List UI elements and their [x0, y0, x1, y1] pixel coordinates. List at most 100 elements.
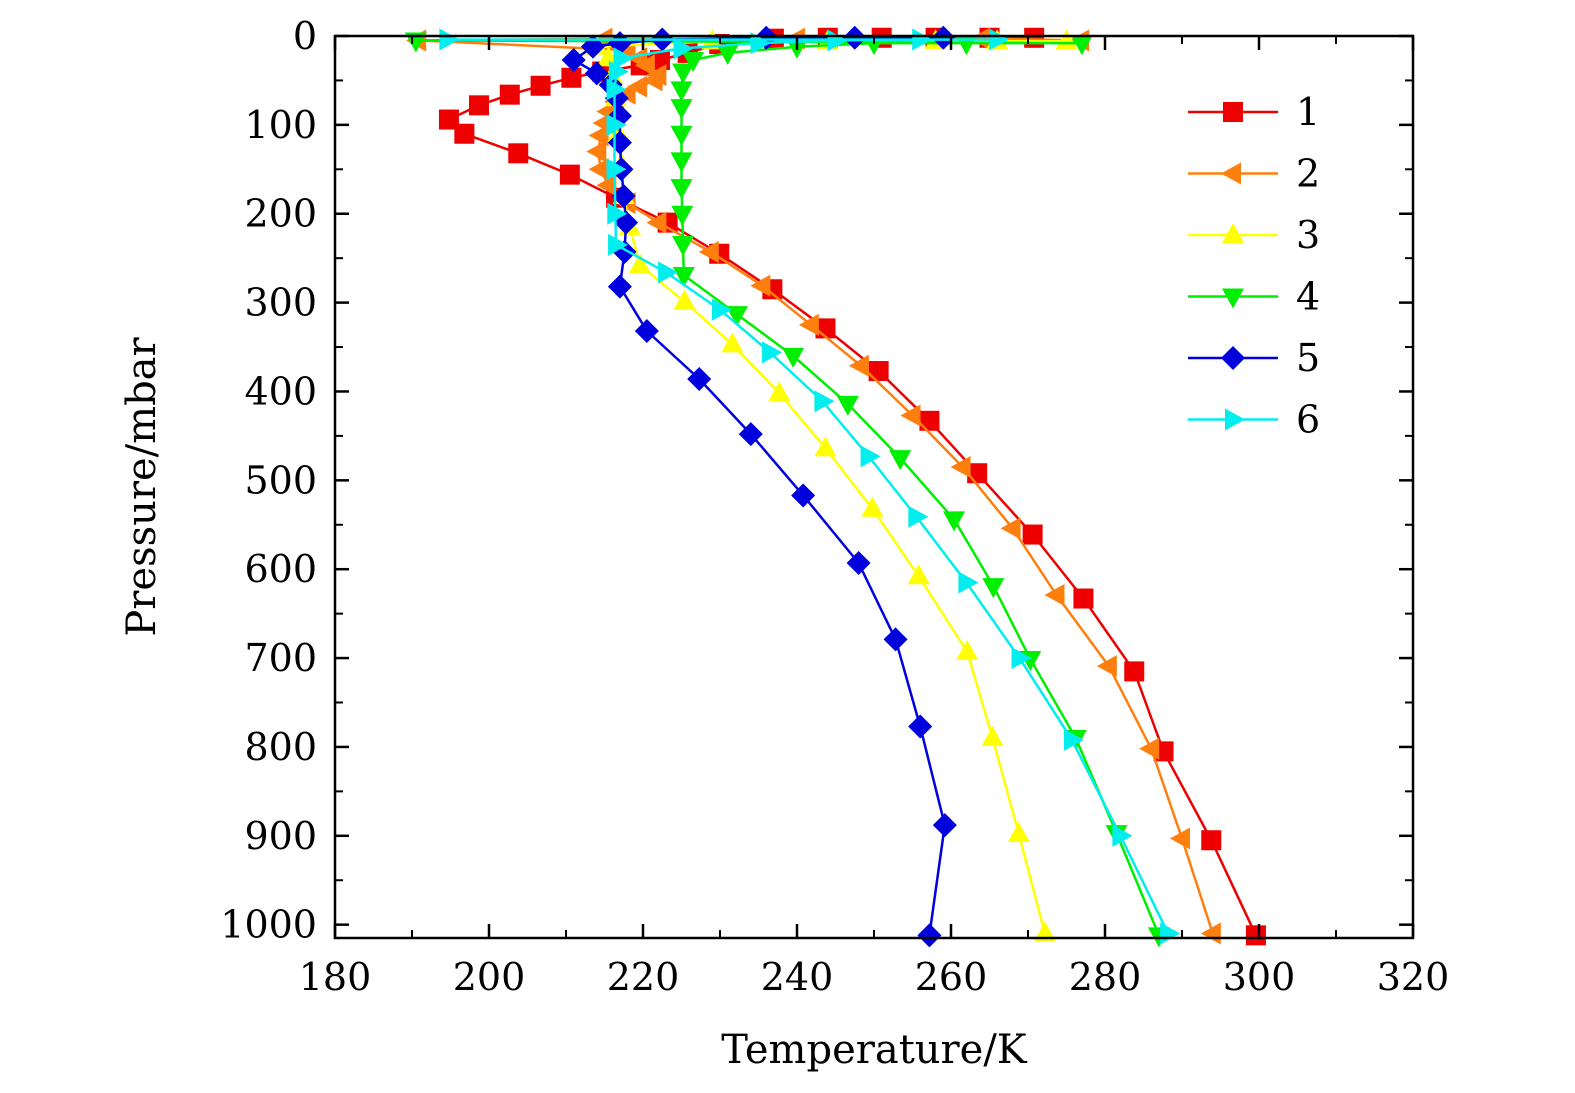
series-4-point	[725, 306, 748, 327]
legend-marker-3	[1222, 223, 1244, 243]
x-tick-label: 220	[607, 955, 680, 999]
series-6-point	[750, 32, 771, 55]
series-6-point	[658, 261, 679, 284]
series-4-point	[1070, 35, 1093, 56]
series-6-point	[608, 233, 629, 256]
series-6-point	[958, 571, 979, 594]
series-4-point	[404, 32, 427, 53]
legend-marker-6	[1225, 408, 1245, 431]
series-4-point	[672, 267, 695, 288]
series-4-point	[889, 450, 912, 471]
legend-marker-1	[1223, 102, 1243, 122]
series-4-point	[670, 152, 693, 173]
y-tick-label: 0	[293, 14, 317, 58]
y-tick-label: 300	[244, 281, 317, 325]
series-2-point	[698, 240, 719, 263]
series-1	[438, 27, 1266, 946]
x-tick-label: 280	[1069, 955, 1142, 999]
series-3-point	[1033, 921, 1056, 942]
series-6	[439, 28, 1181, 945]
series-2-point	[627, 75, 648, 98]
series-1-point	[499, 84, 520, 105]
series-4-point	[672, 235, 695, 256]
series-3-point	[956, 639, 979, 660]
series-5-point	[846, 550, 871, 575]
series-6-point	[1112, 824, 1133, 847]
x-tick-label: 260	[915, 955, 988, 999]
series-5-point	[584, 61, 609, 86]
legend: 1 2 3 4 5 6	[1188, 90, 1320, 442]
series-6-point	[606, 158, 627, 181]
y-tick-label: 700	[244, 636, 317, 680]
series-2-point	[1096, 655, 1117, 678]
series-1-point	[438, 109, 459, 130]
y-tick-label: 600	[244, 547, 317, 591]
legend-label-1: 1	[1296, 90, 1320, 134]
series-6-point	[607, 202, 628, 225]
series-5-point	[931, 25, 956, 50]
series-1-point	[508, 143, 529, 164]
series-5-point	[932, 813, 957, 838]
series-6-point	[989, 28, 1010, 51]
series-2-point	[1170, 827, 1190, 850]
x-tick-label: 200	[453, 955, 526, 999]
series-4-point	[682, 51, 705, 72]
series-5-point	[791, 483, 816, 508]
series-1-point	[559, 164, 580, 185]
series-4-point	[670, 99, 693, 120]
series-5-point	[908, 714, 933, 739]
series-6-point	[673, 37, 694, 60]
series-2-point	[588, 158, 609, 181]
series-1-point	[919, 410, 940, 431]
series-1-point	[454, 123, 475, 144]
series-3-point	[673, 289, 696, 310]
series-3-point	[628, 253, 651, 274]
series-2-point	[627, 47, 648, 70]
series-3-line	[593, 40, 1067, 934]
series-4-point	[836, 395, 859, 416]
series-5-point	[607, 274, 632, 299]
series-6-point	[1063, 728, 1084, 751]
series-4-point	[670, 81, 693, 102]
series-6-point	[1011, 647, 1032, 670]
series-2-point	[848, 354, 869, 377]
legend-label-4: 4	[1296, 275, 1320, 319]
series-2-point	[900, 404, 921, 427]
legend-marker-5	[1221, 346, 1245, 370]
series-2-point	[646, 211, 667, 234]
series-5	[561, 25, 957, 948]
series-4-point	[955, 35, 978, 56]
series-1-point	[1245, 925, 1266, 946]
series-6-point	[860, 445, 881, 468]
series-3-point	[907, 564, 930, 585]
plot-frame	[333, 34, 1415, 940]
series-6-line	[447, 38, 1170, 935]
y-tick-label: 500	[244, 458, 317, 502]
series-6-point	[1160, 922, 1181, 945]
series-1-point	[561, 67, 582, 88]
series-3-point	[768, 381, 791, 402]
series-2-point	[646, 64, 667, 87]
y-tick-label: 800	[244, 725, 317, 769]
x-tick-label: 180	[299, 955, 372, 999]
series-4	[404, 32, 1170, 948]
series-4-point	[671, 205, 694, 226]
series-4-point	[782, 347, 805, 368]
series-2-point	[1000, 517, 1021, 540]
axes: 180 200 220 240 260 280 300 320 0 100 200 300 400 500…	[220, 14, 1449, 999]
series-5-point	[687, 367, 712, 392]
x-axis-title: Temperature/K	[721, 1027, 1028, 1073]
legend-marker-4	[1222, 288, 1244, 309]
series-5-point	[883, 627, 908, 652]
series-1-point	[1124, 661, 1145, 682]
series-3-point	[814, 436, 837, 457]
series-5-point	[738, 422, 763, 447]
series-6-point	[606, 113, 627, 136]
series-4-point	[982, 578, 1005, 599]
series-3-point	[981, 726, 1004, 747]
series-3	[585, 29, 1078, 942]
series-4-point	[670, 125, 693, 146]
y-tick-label: 400	[244, 369, 317, 413]
series-6-point	[814, 390, 835, 413]
